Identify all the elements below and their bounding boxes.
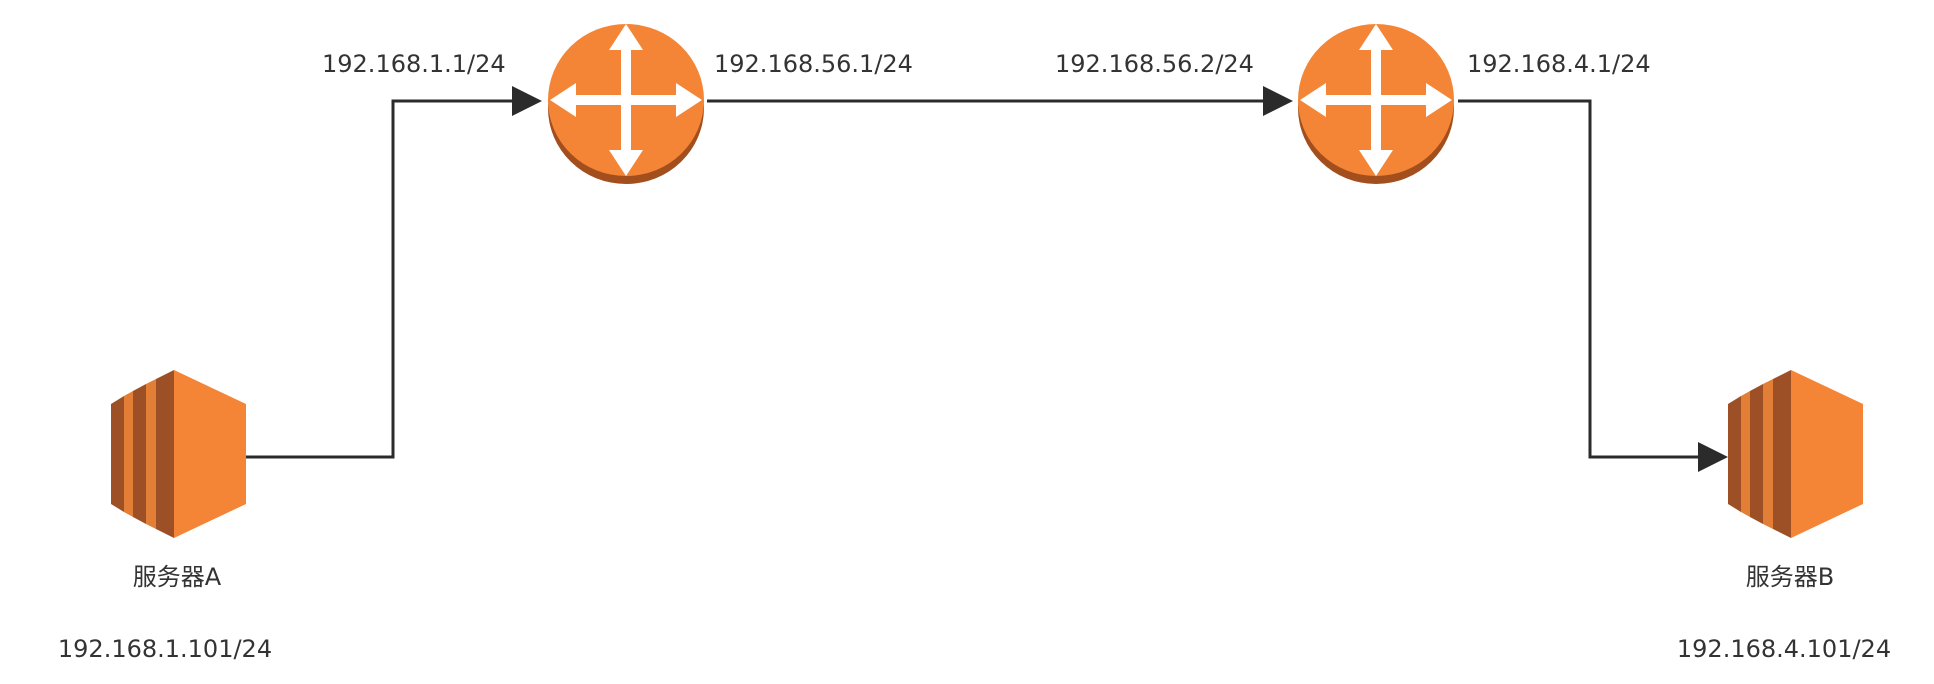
server-icon <box>1728 370 1863 538</box>
server-b <box>1728 370 1863 538</box>
server-b-ip-label: 192.168.4.101/24 <box>1677 635 1891 663</box>
router-1-right-ip-label: 192.168.56.1/24 <box>714 50 913 78</box>
router-1-left-ip-label: 192.168.1.1/24 <box>322 50 506 78</box>
router-2-left-ip-label: 192.168.56.2/24 <box>1055 50 1254 78</box>
router-icon <box>1298 24 1454 184</box>
server-b-name-label: 服务器B <box>1746 563 1834 591</box>
router-icon <box>548 24 704 184</box>
router-1 <box>548 24 704 184</box>
server-icon <box>111 370 246 538</box>
router-2-right-ip-label: 192.168.4.1/24 <box>1467 50 1651 78</box>
server-a <box>111 370 246 538</box>
link-router-2-to-server-b <box>1458 99 1728 472</box>
router-2 <box>1298 24 1454 184</box>
link-server-a-to-router-1 <box>246 86 542 459</box>
server-a-name-label: 服务器A <box>133 563 222 591</box>
server-a-ip-label: 192.168.1.101/24 <box>58 635 272 663</box>
